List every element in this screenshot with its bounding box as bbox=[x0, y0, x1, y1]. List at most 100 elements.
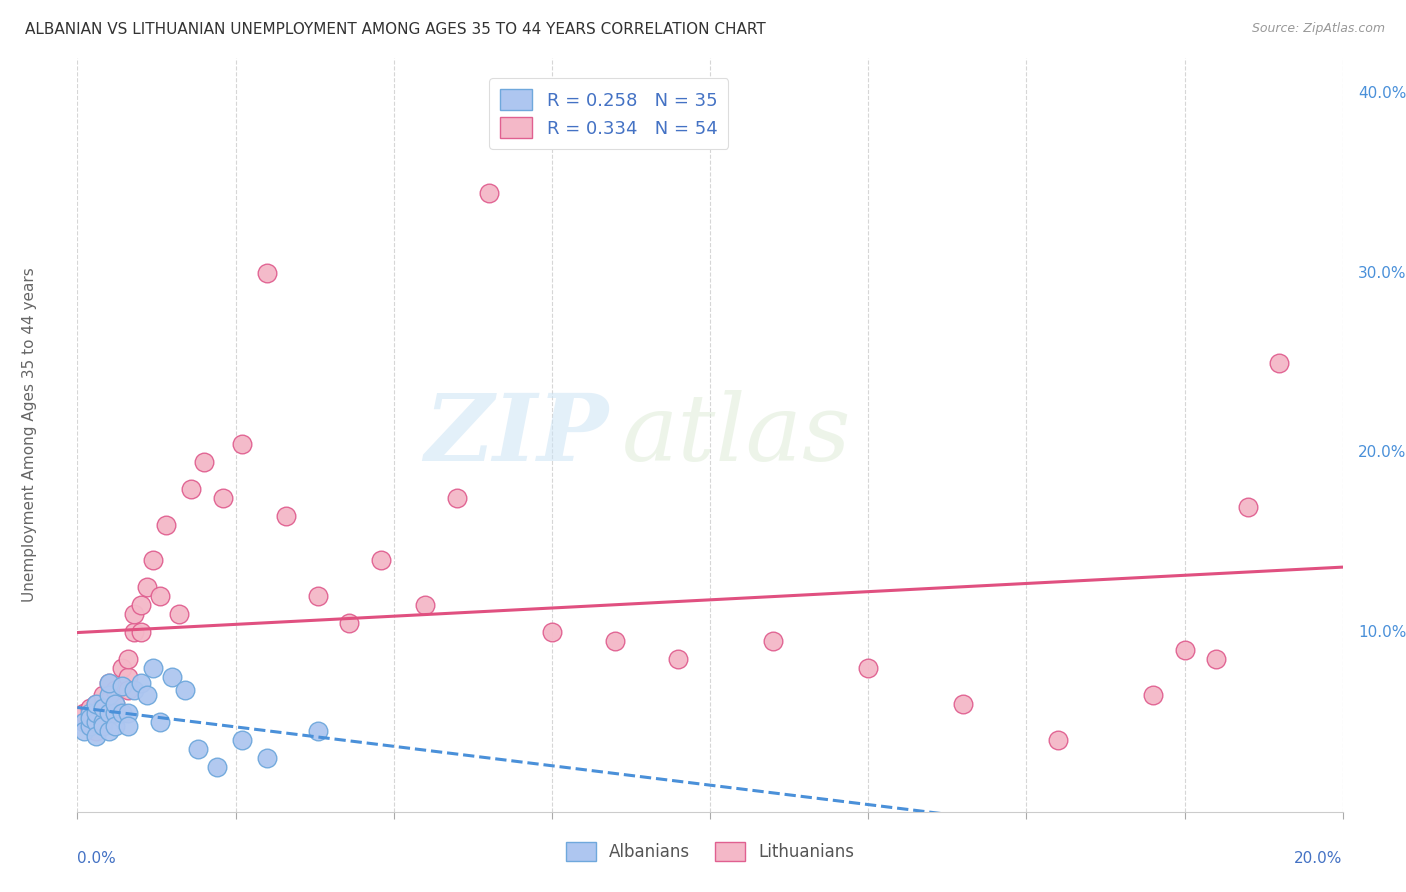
Point bbox=[91, 718, 114, 732]
Point bbox=[167, 607, 190, 622]
Point bbox=[180, 482, 202, 496]
Point bbox=[129, 625, 152, 640]
Point bbox=[111, 679, 132, 693]
Point bbox=[668, 652, 690, 666]
Point bbox=[256, 751, 278, 765]
Text: 0.0%: 0.0% bbox=[77, 851, 117, 865]
Text: 30.0%: 30.0% bbox=[1358, 266, 1406, 281]
Point bbox=[124, 607, 146, 622]
Text: Unemployment Among Ages 35 to 44 years: Unemployment Among Ages 35 to 44 years bbox=[21, 268, 37, 602]
Point bbox=[98, 693, 120, 707]
Legend: Albanians, Lithuanians: Albanians, Lithuanians bbox=[560, 835, 860, 867]
Point bbox=[98, 723, 120, 738]
Point bbox=[117, 682, 139, 697]
Point bbox=[274, 508, 298, 523]
Point bbox=[337, 616, 360, 631]
Point bbox=[124, 625, 146, 640]
Point bbox=[98, 706, 120, 720]
Point bbox=[1142, 688, 1164, 702]
Point bbox=[73, 706, 96, 720]
Point bbox=[86, 714, 108, 729]
Point bbox=[1237, 500, 1260, 514]
Point bbox=[86, 706, 108, 720]
Point bbox=[117, 706, 139, 720]
Point bbox=[86, 706, 108, 720]
Point bbox=[91, 700, 114, 714]
Point bbox=[79, 718, 101, 732]
Point bbox=[79, 718, 101, 732]
Text: 10.0%: 10.0% bbox=[1358, 624, 1406, 640]
Point bbox=[117, 670, 139, 684]
Point bbox=[135, 688, 157, 702]
Point bbox=[446, 491, 468, 505]
Point bbox=[98, 700, 120, 714]
Point bbox=[174, 682, 197, 697]
Point bbox=[91, 697, 114, 711]
Point bbox=[1046, 733, 1069, 747]
Point bbox=[86, 697, 108, 711]
Point bbox=[142, 553, 165, 567]
Point bbox=[91, 714, 114, 729]
Point bbox=[952, 697, 974, 711]
Point bbox=[86, 730, 108, 744]
Point bbox=[111, 706, 132, 720]
Point bbox=[129, 675, 152, 690]
Text: Source: ZipAtlas.com: Source: ZipAtlas.com bbox=[1251, 22, 1385, 36]
Point bbox=[1205, 652, 1227, 666]
Point bbox=[104, 697, 127, 711]
Point bbox=[307, 590, 329, 604]
Point bbox=[231, 437, 253, 451]
Point bbox=[124, 682, 146, 697]
Point bbox=[413, 599, 436, 613]
Point bbox=[79, 700, 101, 714]
Point bbox=[98, 675, 120, 690]
Point bbox=[73, 714, 96, 729]
Point bbox=[135, 581, 157, 595]
Point bbox=[231, 733, 253, 747]
Point bbox=[111, 679, 132, 693]
Point bbox=[762, 634, 785, 648]
Point bbox=[98, 688, 120, 702]
Point bbox=[104, 697, 127, 711]
Point bbox=[104, 682, 127, 697]
Point bbox=[540, 625, 562, 640]
Point bbox=[162, 670, 183, 684]
Text: 20.0%: 20.0% bbox=[1295, 851, 1343, 865]
Point bbox=[104, 718, 127, 732]
Text: 40.0%: 40.0% bbox=[1358, 87, 1406, 102]
Text: 20.0%: 20.0% bbox=[1358, 445, 1406, 460]
Text: atlas: atlas bbox=[621, 390, 851, 480]
Point bbox=[605, 634, 627, 648]
Point bbox=[98, 675, 120, 690]
Point bbox=[104, 706, 127, 720]
Point bbox=[370, 553, 392, 567]
Point bbox=[86, 723, 108, 738]
Point bbox=[142, 661, 165, 675]
Point bbox=[155, 517, 177, 532]
Point bbox=[73, 714, 96, 729]
Point bbox=[477, 186, 501, 200]
Point bbox=[117, 718, 139, 732]
Point bbox=[73, 723, 96, 738]
Point bbox=[1268, 356, 1291, 370]
Point bbox=[111, 661, 132, 675]
Point bbox=[211, 491, 233, 505]
Point bbox=[205, 760, 228, 774]
Point bbox=[129, 599, 152, 613]
Point bbox=[86, 697, 108, 711]
Point bbox=[104, 706, 127, 720]
Point bbox=[91, 706, 114, 720]
Point bbox=[117, 652, 139, 666]
Point bbox=[858, 661, 880, 675]
Text: ZIP: ZIP bbox=[425, 390, 609, 480]
Point bbox=[149, 590, 172, 604]
Point bbox=[256, 266, 278, 280]
Point bbox=[149, 714, 172, 729]
Text: ALBANIAN VS LITHUANIAN UNEMPLOYMENT AMONG AGES 35 TO 44 YEARS CORRELATION CHART: ALBANIAN VS LITHUANIAN UNEMPLOYMENT AMON… bbox=[25, 22, 766, 37]
Point bbox=[186, 742, 209, 756]
Point bbox=[79, 711, 101, 725]
Point bbox=[79, 706, 101, 720]
Point bbox=[1173, 643, 1195, 657]
Point bbox=[307, 723, 329, 738]
Point bbox=[91, 688, 114, 702]
